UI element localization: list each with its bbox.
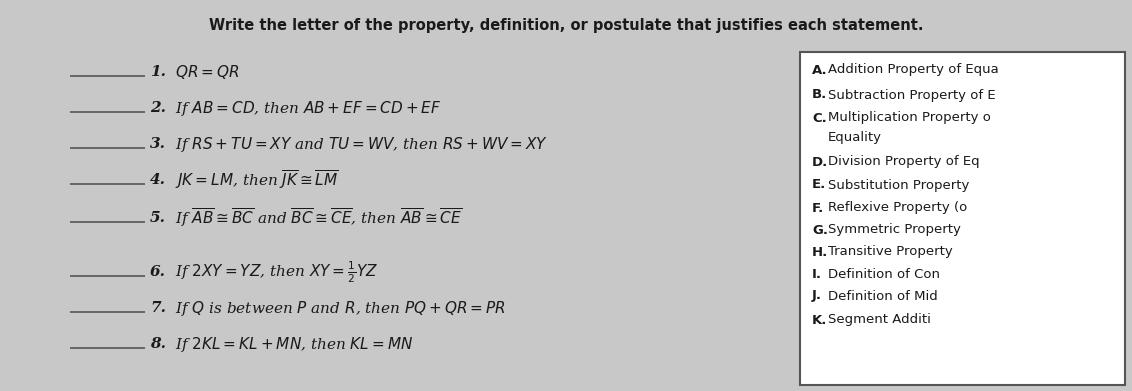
Text: If $Q$ is between $P$ and $R$, then $PQ + QR = PR$: If $Q$ is between $P$ and $R$, then $PQ … bbox=[175, 298, 506, 317]
Text: B.: B. bbox=[812, 88, 827, 102]
Text: Equality: Equality bbox=[827, 131, 882, 145]
Text: 2.: 2. bbox=[151, 101, 166, 115]
Bar bbox=[800, 52, 1125, 385]
Text: If $\overline{AB} \cong \overline{BC}$ and $\overline{BC} \cong \overline{CE}$, : If $\overline{AB} \cong \overline{BC}$ a… bbox=[175, 206, 462, 230]
Text: Symmetric Property: Symmetric Property bbox=[827, 224, 961, 237]
Text: K.: K. bbox=[812, 314, 827, 326]
Text: Segment Additi: Segment Additi bbox=[827, 314, 931, 326]
Text: C.: C. bbox=[812, 111, 826, 124]
Text: If $2XY = YZ$, then $XY = \frac{1}{2}YZ$: If $2XY = YZ$, then $XY = \frac{1}{2}YZ$ bbox=[175, 259, 378, 285]
Text: G.: G. bbox=[812, 224, 827, 237]
Text: If $RS + TU = XY$ and $TU = WV$, then $RS + WV = XY$: If $RS + TU = XY$ and $TU = WV$, then $R… bbox=[175, 135, 548, 154]
Text: 1.: 1. bbox=[151, 65, 166, 79]
Text: A.: A. bbox=[812, 63, 827, 77]
Text: $QR = QR$: $QR = QR$ bbox=[175, 63, 240, 81]
Text: F.: F. bbox=[812, 201, 824, 215]
Text: Definition of Con: Definition of Con bbox=[827, 267, 940, 280]
Text: If $AB = CD$, then $AB + EF = CD + EF$: If $AB = CD$, then $AB + EF = CD + EF$ bbox=[175, 99, 441, 118]
Text: $JK = LM$, then $\overline{JK} \cong \overline{LM}$: $JK = LM$, then $\overline{JK} \cong \ov… bbox=[175, 169, 338, 192]
Text: 5.: 5. bbox=[151, 211, 166, 225]
Text: Multiplication Property o: Multiplication Property o bbox=[827, 111, 990, 124]
Text: Addition Property of Equa: Addition Property of Equa bbox=[827, 63, 998, 77]
Text: D.: D. bbox=[812, 156, 829, 169]
Text: Reflexive Property (o: Reflexive Property (o bbox=[827, 201, 967, 215]
Text: E.: E. bbox=[812, 179, 826, 192]
Text: Definition of Mid: Definition of Mid bbox=[827, 289, 937, 303]
Text: 6.: 6. bbox=[151, 265, 166, 279]
Text: 4.: 4. bbox=[151, 173, 166, 187]
Text: 8.: 8. bbox=[151, 337, 166, 351]
Text: 7.: 7. bbox=[151, 301, 166, 315]
Text: Substitution Property: Substitution Property bbox=[827, 179, 969, 192]
Text: Write the letter of the property, definition, or postulate that justifies each s: Write the letter of the property, defini… bbox=[208, 18, 924, 33]
Text: Transitive Property: Transitive Property bbox=[827, 246, 953, 258]
Text: Division Property of Eq: Division Property of Eq bbox=[827, 156, 979, 169]
Text: I.: I. bbox=[812, 267, 822, 280]
Text: If $2KL = KL + MN$, then $KL = MN$: If $2KL = KL + MN$, then $KL = MN$ bbox=[175, 334, 413, 353]
Text: H.: H. bbox=[812, 246, 829, 258]
Text: Subtraction Property of E: Subtraction Property of E bbox=[827, 88, 996, 102]
Text: J.: J. bbox=[812, 289, 822, 303]
Text: 3.: 3. bbox=[151, 137, 166, 151]
